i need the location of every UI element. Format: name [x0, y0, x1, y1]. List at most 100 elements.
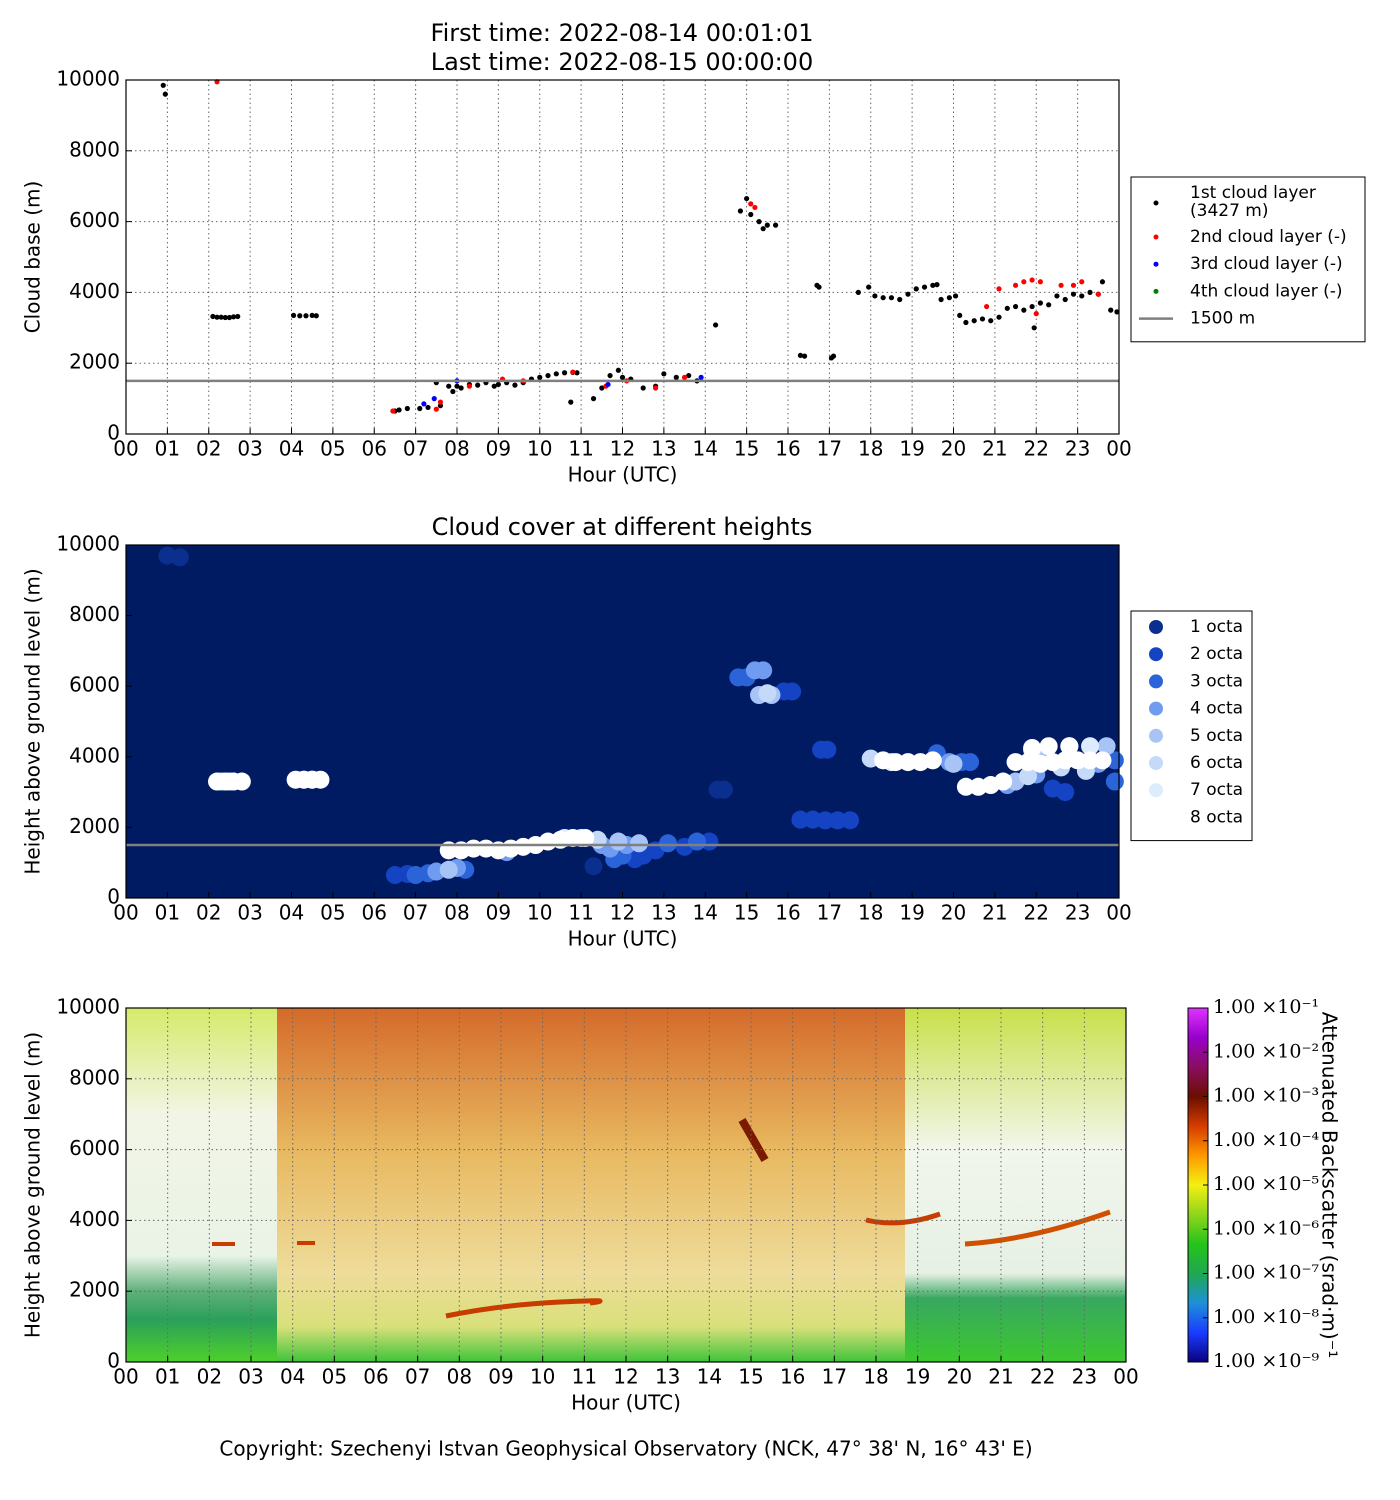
data-point: [764, 222, 770, 228]
data-point: [235, 313, 241, 320]
data-point: [996, 286, 1002, 292]
data-point: [222, 314, 228, 321]
data-point: [1046, 302, 1052, 308]
data-point: [653, 385, 659, 391]
x-tick-label: 01: [155, 437, 180, 461]
x-tick-label: 05: [322, 1365, 347, 1389]
y-tick-label: 0: [107, 885, 120, 909]
data-point: [1023, 738, 1042, 757]
data-point: [938, 296, 944, 303]
legend-marker: [1149, 783, 1163, 798]
x-tick-label: 06: [363, 1365, 388, 1389]
data-point: [599, 385, 605, 391]
data-point: [210, 313, 216, 320]
y-tick-label: 2000: [69, 1278, 120, 1302]
data-point: [425, 404, 431, 411]
data-point: [576, 828, 595, 847]
data-point: [1029, 277, 1035, 283]
data-point: [897, 296, 903, 303]
x-tick-label: 06: [362, 437, 387, 461]
y-axis-label: Height above ground level (m): [21, 568, 45, 874]
colorbar-tick-label: 1.00 ×10⁻⁷: [1213, 1262, 1319, 1284]
legend-marker: [1149, 701, 1163, 716]
x-tick-label: 19: [899, 437, 924, 461]
plot-frame: [125, 544, 1120, 899]
data-point: [944, 754, 963, 773]
x-tick-label: 04: [279, 901, 304, 925]
data-point: [162, 91, 168, 97]
colorbar-tick-label: 1.00 ×10⁻¹: [1213, 996, 1319, 1018]
legend-marker: [1149, 620, 1163, 634]
data-point: [687, 832, 706, 851]
x-tick-label: 18: [863, 1365, 888, 1389]
data-point: [561, 370, 568, 376]
x-tick-label: 00: [113, 901, 138, 925]
x-tick-label: 23: [1065, 901, 1090, 925]
x-tick-label: 20: [941, 901, 966, 925]
data-point: [841, 811, 860, 830]
data-point: [170, 548, 189, 567]
data-point: [934, 282, 940, 288]
data-point: [214, 314, 220, 320]
x-tick-label: 07: [403, 437, 428, 461]
data-point: [737, 208, 744, 214]
data-point: [1006, 753, 1025, 772]
data-point: [855, 289, 861, 295]
x-tick-label: 16: [780, 1365, 805, 1389]
y-tick-label: 4000: [69, 279, 120, 303]
x-tick-label: 13: [655, 1365, 680, 1389]
data-point: [563, 828, 582, 847]
colorbar-tick-label: 1.00 ×10⁻⁹: [1213, 1350, 1319, 1372]
data-point: [888, 295, 895, 301]
data-point: [1037, 279, 1043, 285]
data-point: [1018, 767, 1037, 786]
legend-label: 5 octa: [1190, 726, 1243, 746]
x-tick-label: 19: [905, 1365, 930, 1389]
data-point: [1093, 751, 1112, 770]
x-tick-label: 15: [734, 437, 759, 461]
chart-title: Last time: 2022-08-15 00:00:00: [431, 48, 813, 76]
data-point: [390, 408, 396, 414]
x-tick-label: 23: [1065, 437, 1090, 461]
data-point: [1031, 325, 1037, 331]
data-point: [1070, 282, 1077, 288]
x-tick-label: 21: [988, 1365, 1013, 1389]
data-point: [1037, 300, 1043, 306]
data-point: [673, 374, 679, 380]
data-point: [290, 312, 297, 319]
data-point: [816, 811, 835, 830]
colorbar-tick-label: 1.00 ×10⁻⁶: [1213, 1217, 1319, 1239]
x-tick-label: 18: [858, 437, 883, 461]
legend-label: 4 octa: [1190, 699, 1243, 719]
data-point: [930, 282, 936, 288]
x-tick-label: 04: [279, 437, 304, 461]
x-tick-label: 07: [405, 1365, 430, 1389]
x-tick-label: 21: [982, 901, 1007, 925]
data-point: [748, 201, 754, 207]
x-tick-label: 13: [651, 901, 676, 925]
data-point: [1081, 737, 1100, 756]
y-tick-label: 10000: [56, 67, 120, 91]
x-tick-label: 08: [444, 437, 469, 461]
y-tick-label: 4000: [69, 743, 120, 767]
data-point: [615, 367, 621, 373]
data-point: [963, 319, 969, 326]
data-point: [686, 372, 692, 379]
data-point: [431, 396, 437, 402]
chart-title: Cloud cover at different heights: [432, 513, 813, 541]
data-point: [1070, 291, 1077, 297]
y-tick-label: 8000: [69, 1065, 120, 1089]
y-tick-label: 10000: [56, 995, 120, 1019]
legend-marker: [1153, 200, 1159, 206]
x-tick-label: 15: [738, 1365, 763, 1389]
data-point: [609, 832, 628, 851]
data-point: [640, 385, 646, 391]
data-point: [1056, 751, 1075, 770]
x-tick-label: 21: [982, 437, 1007, 461]
data-point: [417, 405, 423, 412]
data-point: [791, 810, 810, 829]
data-point: [311, 770, 330, 789]
x-tick-label: 09: [486, 901, 511, 925]
data-point: [1099, 279, 1106, 285]
data-point: [772, 222, 779, 228]
